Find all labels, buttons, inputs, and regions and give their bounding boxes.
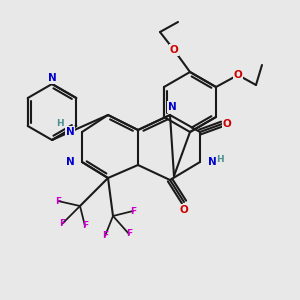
Text: O: O <box>180 205 188 215</box>
Text: F: F <box>55 196 61 206</box>
Text: H: H <box>216 154 224 164</box>
Text: F: F <box>59 220 65 229</box>
Text: N: N <box>66 127 74 137</box>
Text: H: H <box>56 119 64 128</box>
Text: N: N <box>168 102 176 112</box>
Text: F: F <box>130 206 136 215</box>
Text: N: N <box>66 157 74 167</box>
Text: N: N <box>48 73 56 83</box>
Text: N: N <box>208 157 216 167</box>
Text: O: O <box>234 70 242 80</box>
Text: F: F <box>102 232 108 241</box>
Text: F: F <box>82 221 88 230</box>
Text: O: O <box>223 119 231 129</box>
Text: F: F <box>126 230 132 238</box>
Text: O: O <box>169 45 178 55</box>
